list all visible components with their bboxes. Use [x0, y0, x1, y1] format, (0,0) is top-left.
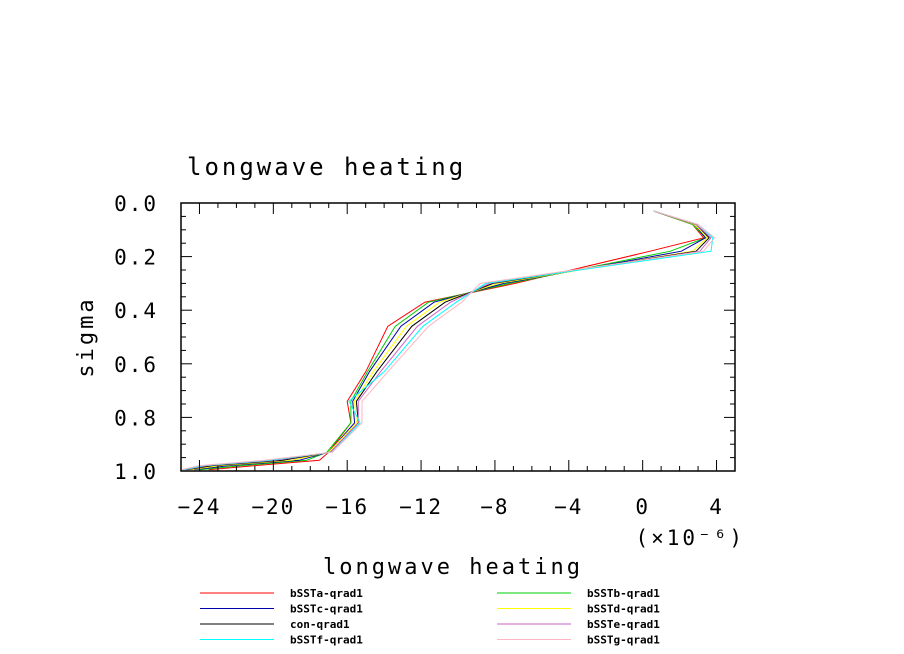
y-tick-label: 0.4: [114, 299, 158, 323]
series-line-bSSTa-qrad1: [208, 210, 705, 471]
x-tick-label: −8: [480, 495, 509, 519]
x-tick-label: 4: [709, 495, 724, 519]
legend-label-bSSTg-qrad1: bSSTg-qrad1: [587, 634, 660, 647]
y-tick-label: 0.6: [114, 353, 158, 377]
chart-title: longwave heating: [187, 153, 466, 181]
x-axis-label: longwave heating: [323, 555, 583, 580]
axes-layer: −24 −20 −16 −12 −8 −4 0 4 0.0 0.2 0.4 0.6 0.8 1.0: [114, 192, 736, 519]
x-multiplier-label: (×10⁻⁶): [635, 526, 745, 550]
legend-label-bSSTe-qrad1: bSSTe-qrad1: [587, 618, 660, 631]
series-line-bSSTb-qrad1: [199, 210, 707, 471]
y-axis-label: sigma: [74, 296, 99, 377]
x-tick-label: 0: [635, 495, 650, 519]
x-tick-label: −16: [325, 495, 369, 519]
series-line-bSSTd-qrad1: [190, 210, 709, 471]
y-tick-label: 1.0: [114, 460, 158, 484]
x-tick-label: −20: [251, 495, 295, 519]
legend-label-bSSTf-qrad1: bSSTf-qrad1: [290, 634, 363, 647]
legend: bSSTa-qrad1 bSSTc-qrad1 con-qrad1 bSSTf-qra…: [200, 587, 660, 647]
y-tick-label: 0.8: [114, 406, 158, 430]
series-line-con-qrad1: [186, 210, 710, 471]
legend-label-bSSTc-qrad1: bSSTc-qrad1: [290, 603, 363, 616]
series-line-bSSTg-qrad1: [180, 210, 716, 471]
series-layer: [180, 210, 716, 471]
legend-label-bSSTb-qrad1: bSSTb-qrad1: [587, 587, 660, 600]
legend-label-con-qrad1: con-qrad1: [290, 618, 350, 631]
series-line-bSSTc-qrad1: [193, 210, 707, 471]
y-tick-label: 0.0: [114, 192, 158, 216]
legend-label-bSSTa-qrad1: bSSTa-qrad1: [290, 587, 363, 600]
legend-label-bSSTd-qrad1: bSSTd-qrad1: [587, 603, 660, 616]
x-tick-label: −24: [177, 495, 221, 519]
series-line-bSSTe-qrad1: [184, 210, 712, 471]
x-tick-label: −4: [554, 495, 583, 519]
x-tick-label: −12: [399, 495, 443, 519]
y-tick-label: 0.2: [114, 246, 158, 270]
